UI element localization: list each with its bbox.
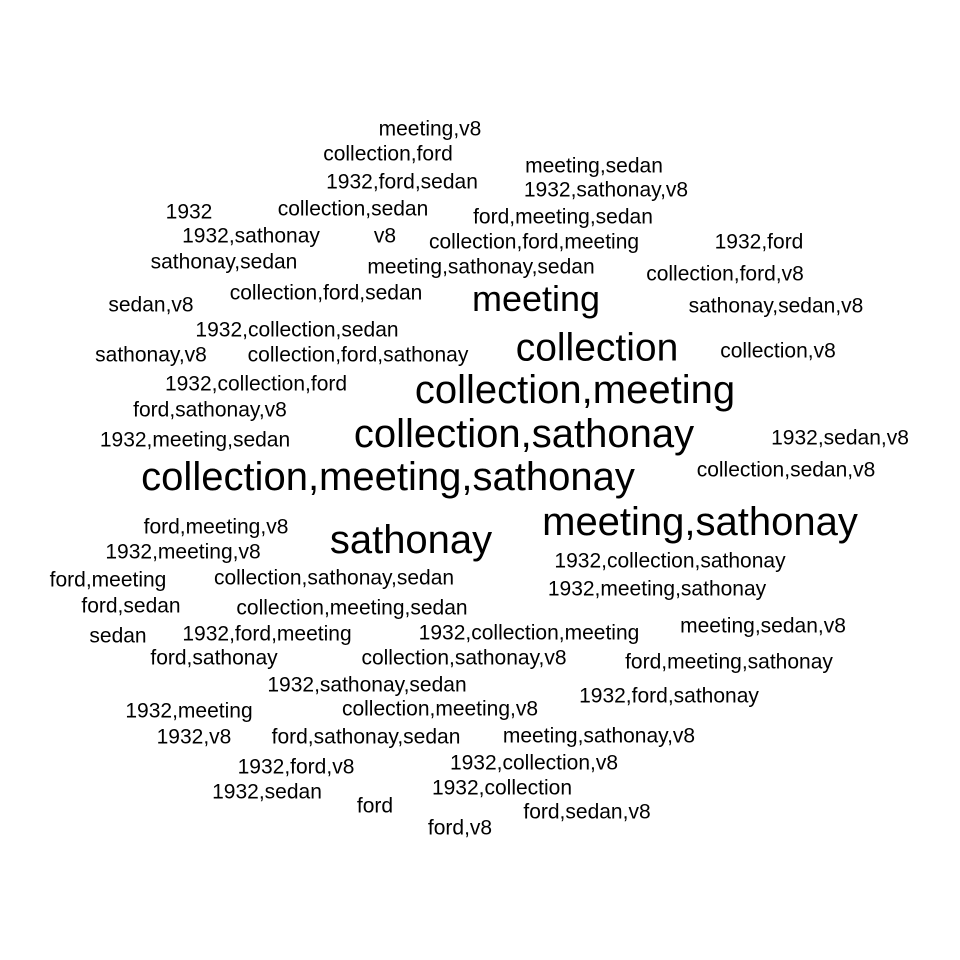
word: 1932,sedan,v8 — [771, 426, 909, 450]
word: 1932,collection,sathonay — [554, 549, 786, 573]
word: meeting,sathonay,v8 — [502, 724, 696, 748]
word: sathonay,v8 — [95, 343, 207, 367]
word: ford,meeting,sathonay — [625, 650, 833, 674]
word: collection,ford,meeting — [428, 230, 640, 254]
word: collection,meeting,sathonay — [141, 455, 635, 499]
word: 1932,ford,meeting — [182, 622, 352, 646]
word: collection — [515, 326, 679, 370]
word: collection,ford,v8 — [646, 262, 804, 286]
word: sathonay,sedan,v8 — [688, 294, 864, 318]
word: 1932,sathonay — [182, 224, 320, 248]
word: ford,v8 — [427, 816, 493, 840]
word: 1932,meeting,sedan — [99, 428, 291, 452]
word: 1932,sathonay,v8 — [523, 178, 689, 202]
word: 1932,meeting,sathonay — [547, 577, 767, 601]
word: 1932,collection,v8 — [449, 751, 619, 775]
word: 1932,sedan — [212, 780, 322, 804]
word: collection,meeting,v8 — [341, 697, 539, 721]
word: 1932,ford — [714, 230, 804, 254]
word: 1932,collection,ford — [164, 372, 348, 396]
word: sathonay,sedan — [150, 250, 298, 274]
word: meeting,sathonay,sedan — [367, 255, 595, 279]
word: collection,meeting,sedan — [236, 596, 468, 620]
word: collection,sathonay — [353, 412, 695, 456]
word: sathonay — [329, 518, 493, 562]
word: ford — [356, 794, 394, 818]
word: collection,meeting — [414, 368, 736, 412]
word: v8 — [373, 224, 397, 248]
word: collection,ford — [323, 142, 453, 166]
word: 1932,v8 — [156, 725, 232, 749]
word: sedan — [89, 624, 147, 648]
word: collection,ford,sedan — [229, 281, 423, 305]
word: collection,sedan — [277, 197, 429, 221]
word: 1932,meeting — [125, 699, 253, 723]
word: ford,sathonay — [150, 646, 278, 670]
word: 1932,meeting,v8 — [105, 540, 261, 564]
word: meeting,sedan — [525, 154, 663, 178]
word: ford,sedan — [81, 594, 181, 618]
word: collection,sedan,v8 — [696, 458, 876, 482]
word: sedan,v8 — [108, 293, 194, 317]
word: meeting,sedan,v8 — [680, 614, 846, 638]
word: 1932,collection,meeting — [418, 621, 640, 645]
word: collection,ford,sathonay — [247, 343, 469, 367]
word: ford,meeting — [49, 568, 167, 592]
word: 1932,ford,v8 — [237, 755, 355, 779]
word: collection,sathonay,sedan — [213, 566, 455, 590]
word: meeting,v8 — [378, 117, 482, 141]
word: meeting — [471, 278, 601, 319]
word: ford,sedan,v8 — [523, 800, 651, 824]
word: ford,meeting,v8 — [143, 515, 289, 539]
word: meeting,sathonay — [542, 500, 858, 544]
word: ford,sathonay,sedan — [271, 725, 461, 749]
word: 1932,ford,sathonay — [579, 684, 759, 708]
word: ford,sathonay,v8 — [133, 398, 287, 422]
word: collection,v8 — [720, 339, 836, 363]
word: 1932 — [165, 200, 213, 224]
word: 1932,sathonay,sedan — [267, 673, 467, 697]
word: collection,sathonay,v8 — [361, 646, 567, 670]
word: 1932,ford,sedan — [326, 170, 478, 194]
word: 1932,collection,sedan — [195, 318, 399, 342]
word: ford,meeting,sedan — [473, 205, 653, 229]
word: 1932,collection — [431, 776, 573, 800]
